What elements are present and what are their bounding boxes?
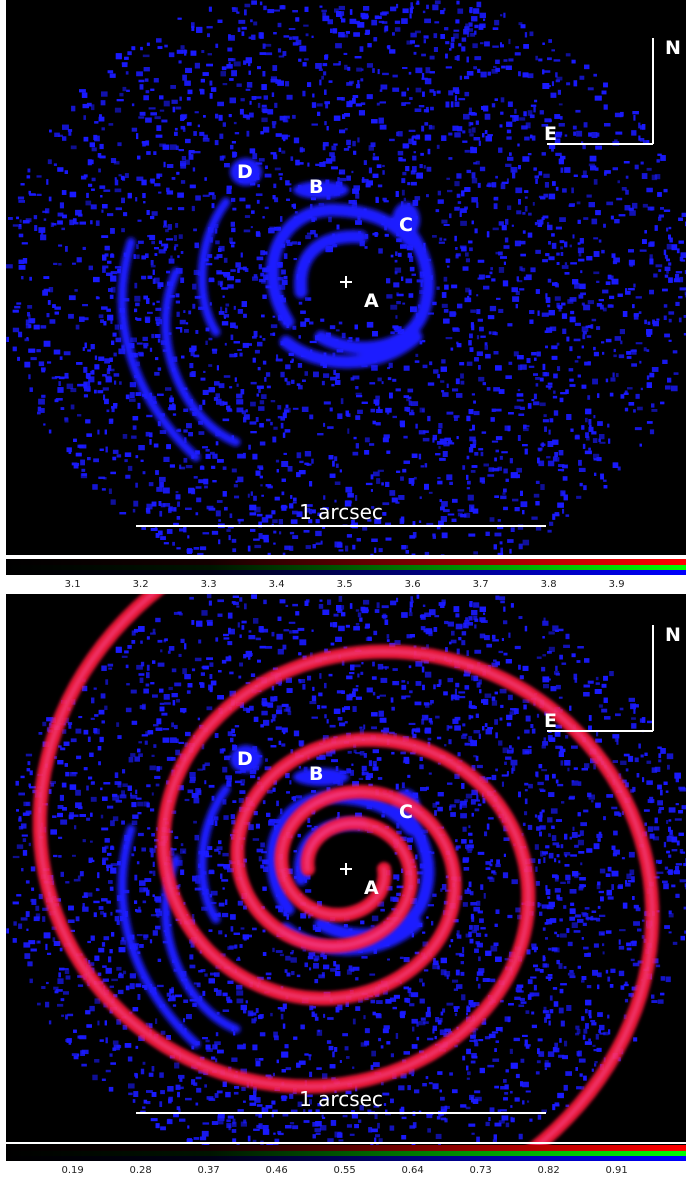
colorbar-gradient	[6, 559, 686, 575]
colorbar-tick-label: 3.3	[200, 579, 217, 590]
colorbar-divider	[6, 1142, 686, 1144]
label-c: C	[399, 801, 413, 823]
compass-east: E	[544, 123, 557, 145]
label-d: D	[237, 161, 253, 183]
colorbar-tick-label: 0.46	[265, 1165, 288, 1176]
scale-bar-label: 1 arcsec	[299, 1087, 383, 1111]
top-panel: A B C D N E 1 arcsec 3.1 3.2 3.3 3.4	[0, 0, 686, 590]
colorbar-divider	[6, 556, 686, 558]
colorbar-ticks: 0.19 0.28 0.37 0.46 0.55 0.64 0.73 0.82 0.91	[6, 1165, 686, 1179]
colorbar-tick-label: 0.55	[333, 1165, 356, 1176]
colorbar-tick-label: 3.2	[132, 579, 149, 590]
label-b: B	[309, 763, 323, 785]
spiral-model-overlay	[32, 594, 660, 1145]
bottom-image: A B C D N E 1 arcsec	[6, 594, 686, 1145]
label-a: A	[364, 290, 379, 312]
colorbar-tick-label: 3.4	[268, 579, 285, 590]
compass-north: N	[665, 624, 681, 646]
center-cross	[340, 276, 352, 288]
colorbar-tick-label: 3.5	[336, 579, 353, 590]
top-image: A B C D N E 1 arcsec	[6, 0, 686, 555]
colorbar-tick-label: 3.6	[404, 579, 421, 590]
colorbar-tick-label: 0.19	[61, 1165, 84, 1176]
compass-east: E	[544, 710, 557, 732]
colorbar-tick-label: 0.91	[605, 1165, 628, 1176]
colorbar-tick-label: 3.8	[540, 579, 557, 590]
label-c: C	[399, 214, 413, 236]
label-b: B	[309, 176, 323, 198]
label-d: D	[237, 748, 253, 770]
scale-bar-label: 1 arcsec	[299, 500, 383, 524]
bottom-image-canvas: A B C D N E 1 arcsec	[6, 594, 686, 1145]
colorbar-tick-label: 0.37	[197, 1165, 220, 1176]
colorbar-tick-label: 3.9	[608, 579, 625, 590]
spiral-arms-emission	[117, 158, 435, 462]
compass-north: N	[665, 37, 681, 59]
bottom-panel: A B C D N E 1 arcsec 0.19 0.28 0.37 0.46 0.5…	[0, 590, 686, 1180]
colorbar-tick-label: 0.73	[469, 1165, 492, 1176]
colorbar-gradient	[6, 1145, 686, 1161]
colorbar-tick-label: 0.64	[401, 1165, 424, 1176]
colorbar-tick-label: 3.7	[472, 579, 489, 590]
colorbar-tick-label: 3.1	[64, 579, 81, 590]
colorbar-ticks: 3.1 3.2 3.3 3.4 3.5 3.6 3.7 3.8 3.9	[6, 579, 686, 593]
center-cross	[340, 863, 352, 875]
compass	[547, 38, 654, 145]
compass	[547, 625, 654, 732]
colorbar-tick-label: 0.82	[537, 1165, 560, 1176]
top-image-canvas: A B C D N E 1 arcsec	[6, 0, 686, 555]
colorbar-tick-label: 0.28	[129, 1165, 152, 1176]
label-a: A	[364, 877, 379, 899]
